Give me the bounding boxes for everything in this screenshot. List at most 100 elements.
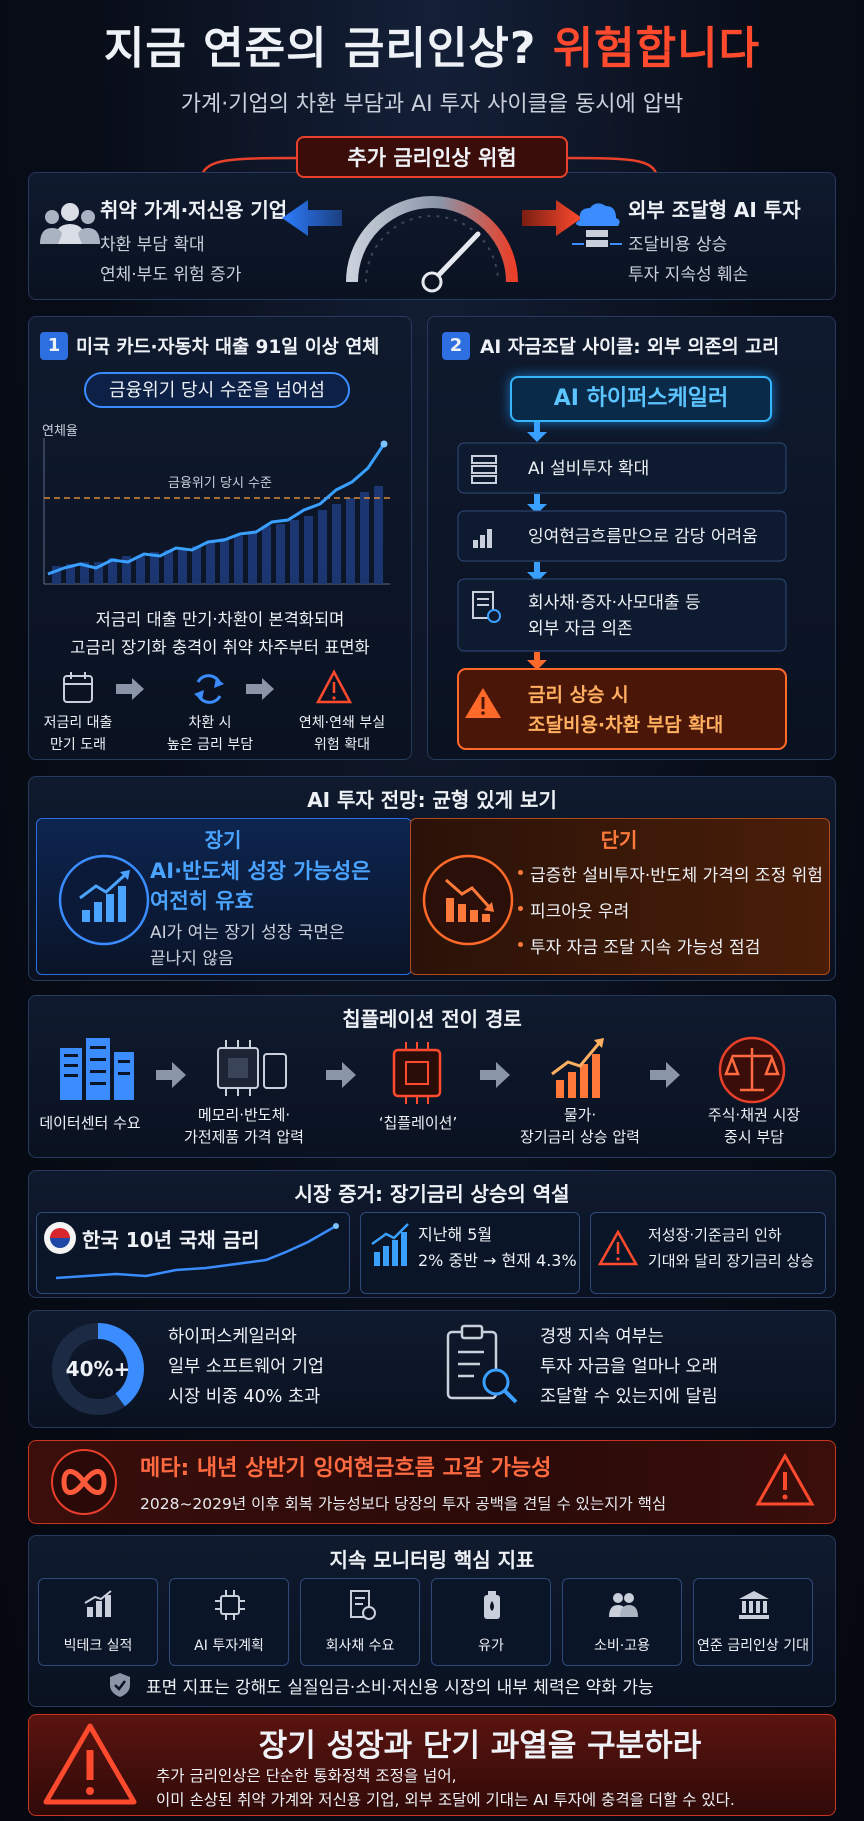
text-line: 조달비용·차환 부담 확대 [528,714,724,736]
long-label: 장기 [204,828,242,852]
gauge [282,196,582,293]
market-icons [44,1222,639,1280]
chip-step: 메모리·반도체· 가전제품 가격 압력 [178,1104,310,1148]
text-line: 투자 자금 조달 지속 가능성 점검 [518,930,823,966]
panel-number: 2 [442,332,470,360]
flow-step: AI 설비투자 확대 [528,456,649,482]
text-line: 가전제품 가격 압력 [184,1128,304,1146]
text-line: 금리 상승 시 [528,684,629,706]
text-line: 중시 부담 [724,1128,784,1146]
clipboard-icon [446,1324,518,1404]
text-line: 피크아웃 우려 [518,894,823,930]
meta-panel [28,1440,836,1524]
indicator-card: 빅테크 실적 [38,1578,158,1666]
text-line: 저금리 대출 만기·차환이 본격화되며 [95,610,345,629]
indicator-icon [609,1593,638,1617]
indicator-label: 유가 [478,1638,504,1654]
indicator-card: 유가 [431,1578,551,1666]
caption: 저금리 대출 만기·차환이 본격화되며 고금리 장기화 충격이 취약 차주부터 표… [28,606,412,662]
stats-note: 경쟁 지속 여부는 투자 자금을 얼마나 오래 조달할 수 있는지에 달림 [540,1322,718,1412]
text-line: 저성장·기준금리 인하 [648,1226,782,1244]
step-icons [63,669,353,704]
bullet [518,906,523,911]
indicator-label: 회사채 수요 [325,1638,395,1654]
text-line: 연체·연쇄 부실 [298,715,386,731]
chip-step: 데이터센터 수요 [34,1112,146,1134]
text-line: 하이퍼스케일러와 [168,1327,297,1347]
risk-label: 추가 금리인상 위험 [296,136,568,178]
text-line: 끝나지 않음 [150,949,234,969]
chipflation-icons [60,1036,786,1104]
indicator-icon [84,1590,112,1617]
conclusion-title: 장기 성장과 단기 과열을 구분하라 [258,1728,702,1764]
text-line: 일부 소프트웨어 기업 [168,1357,325,1377]
chip-step: 물가· 장기금리 상승 압력 [506,1104,654,1148]
bullet [518,870,523,875]
right-title: 외부 조달형 AI 투자 [628,198,801,222]
section-title: 칩플레이션 전이 경로 [342,1007,522,1031]
indicator-label: 빅테크 실적 [63,1638,133,1654]
indicator-card: 소비·고용 [562,1578,682,1666]
indicator-label: 소비·고용 [594,1638,650,1654]
text-line: 저금리 대출 [43,715,113,731]
indicator-card: AI 투자계획 [169,1578,289,1666]
indicator-card: 회사채 수요 [300,1578,420,1666]
text-line: 여전히 유효 [150,889,254,913]
bond-label: 한국 10년 국채 금리 [82,1228,260,1252]
subtitle: 가계·기업의 차환 부담과 AI 투자 사이클을 동시에 압박 [180,92,684,117]
warning-icon [43,1723,137,1805]
text-line: 높은 금리 부담 [166,737,254,753]
text-line: 차환 부담 확대 [100,235,205,255]
indicator-icon [484,1591,500,1619]
chip-step: ‘칩플레이션’ [356,1112,480,1134]
text-line: 주식·채권 시장 [707,1106,801,1124]
section-title: AI 투자 전망: 균형 있게 보기 [307,788,557,812]
conclusion-text: 추가 금리인상은 단순한 통화정책 조정을 넘어, 이미 손상된 취약 가계와 저… [156,1764,735,1812]
text-line: 추가 금리인상은 단순한 통화정책 조정을 넘어, [156,1767,457,1785]
indicator-icon [739,1591,769,1619]
text-line: 연체·부도 위험 증가 [100,265,242,285]
indicator-label: AI 투자계획 [194,1638,264,1654]
text-line: 물가· [563,1106,597,1124]
text-line: 회사채·증자·사모대출 등 [528,593,701,613]
text-line: 위험 확대 [314,737,370,753]
reference-label: 금융위기 당시 수준 [168,476,272,491]
text-line: 투자 자금을 얼마나 오래 [540,1357,718,1377]
meta-title: 메타: 내년 상반기 잉여현금흐름 고갈 가능성 [140,1456,552,1481]
panel-number: 1 [40,332,68,360]
indicator-icon [215,1590,245,1620]
text-line: 2% 중반 → 현재 4.3% [418,1251,577,1270]
text-line: 투자 지속성 훼손 [628,265,749,285]
axis-label: 연체율 [42,424,78,439]
text-line: 시장 비중 40% 초과 [168,1387,321,1407]
left-title: 취약 가계·저신용 기업 [100,198,288,222]
text-line: 장기금리 상승 압력 [520,1128,640,1146]
text-line: 기대와 달리 장기금리 상승 [648,1252,815,1270]
text-line: 잉여현금흐름만으로 감당 어려움 [528,527,758,547]
text-line: AI가 여는 장기 성장 국면은 [150,923,345,943]
bullet [518,942,523,947]
people-icon [40,203,100,244]
indicator-label: 연준 금리인상 기대 [697,1638,809,1654]
text-line: 이미 손상된 취약 가계와 저신용 기업, 외부 조달에 기대는 AI 투자에 … [156,1791,735,1809]
text-line: 만기 도래 [50,737,106,753]
flow-top: AI 하이퍼스케일러 [510,376,772,422]
indicator-icon [350,1590,376,1620]
text-line: 외부 자금 의존 [528,619,633,639]
text-line: 조달비용 상승 [628,235,728,255]
bond-box [36,1212,350,1294]
meta-icons [51,1449,815,1515]
stats-panel [28,1310,836,1428]
text-line: 메모리·반도체· [197,1106,291,1124]
text-line: 차환 시 [188,715,232,731]
text-line: 경쟁 지속 여부는 [540,1327,664,1347]
text-line: 급증한 설비투자·반도체 가격의 조정 위험 [518,858,823,894]
delinquency-illustration [43,438,390,585]
